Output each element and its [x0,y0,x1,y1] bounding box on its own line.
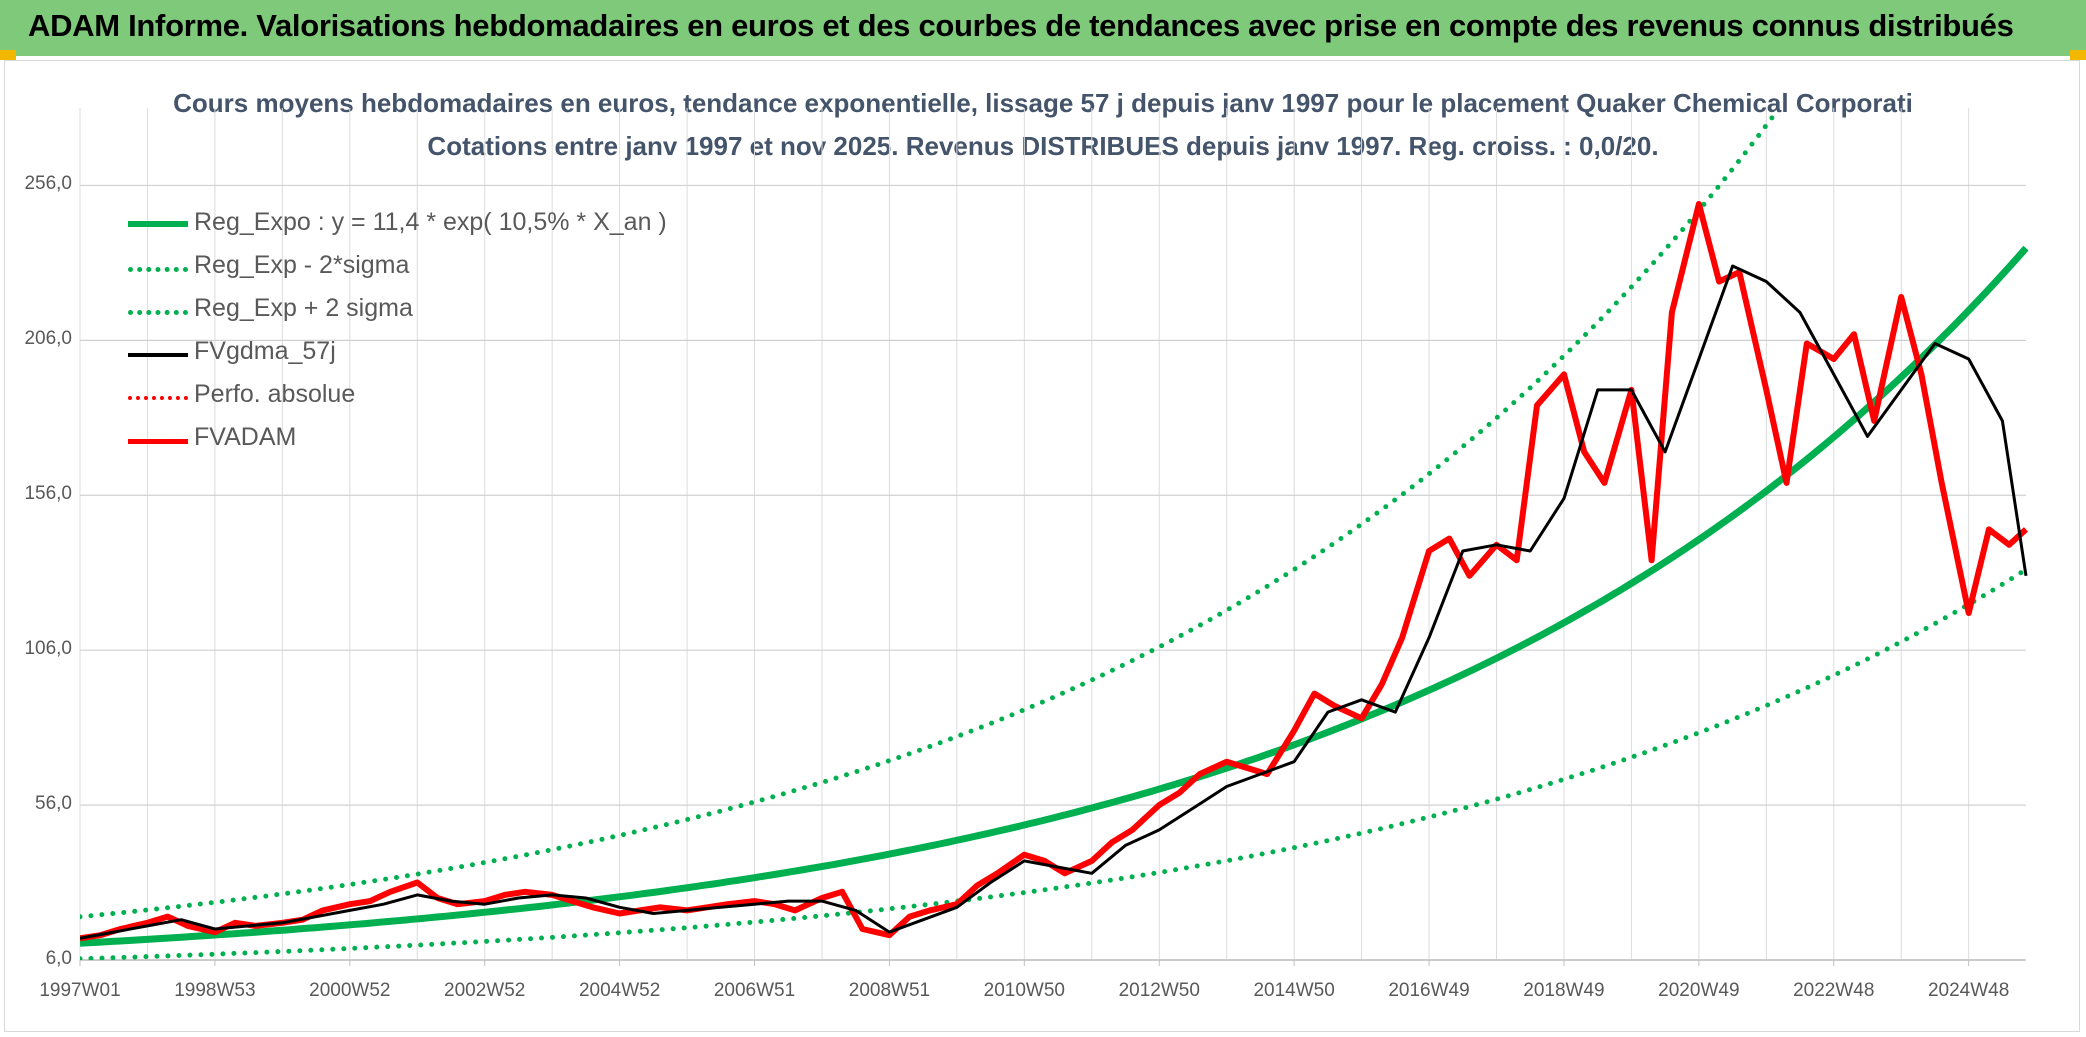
fvgdma-57j-line [80,264,2028,940]
x-tick-label: 2008W51 [848,980,931,1001]
legend-swatch [128,353,188,357]
reg-expo-line [80,245,2028,947]
legend-swatch [128,396,188,400]
corner-mark-left [0,50,16,60]
y-tick-label: 56,0 [35,793,72,815]
x-tick-label: 2006W51 [713,980,796,1001]
chart-frame [4,60,2080,1032]
gridlines [79,108,2026,966]
x-tick-label: 1997W01 [39,980,121,1001]
x-tick-label: 2022W48 [1793,980,1875,1001]
x-tick-label: 2002W52 [444,980,526,1001]
x-tick-label: 2024W48 [1927,980,2010,1001]
reg-exp-plus-2sigma-line [80,112,1780,920]
x-tick-label: 2000W52 [309,980,391,1001]
legend-label: Reg_Exp + 2 sigma [194,294,413,322]
y-tick-label: 156,0 [24,483,72,505]
legend-label: Perfo. absolue [194,380,356,408]
legend-label: FVADAM [194,423,297,451]
chart-subtitle: Cotations entre janv 1997 et nov 2025. R… [427,131,1659,161]
legend-swatch [128,310,188,315]
x-tick-label: 2010W50 [983,980,1065,1001]
y-tick-label: 256,0 [24,173,72,195]
legend-swatch [128,439,188,444]
corner-mark-right [2070,50,2086,60]
y-tick-label: 6,0 [45,948,72,969]
x-tick-label: 2016W49 [1388,980,1470,1001]
legend-label: FVgdma_57j [194,337,336,365]
x-tick-label: 2004W52 [578,980,661,1001]
x-tick-label: 2014W50 [1253,980,1335,1001]
legend-swatch [128,221,188,227]
legend-label: Reg_Expo : y = 11,4 * exp( 10,5% * X_an … [194,208,667,236]
x-tick-label: 1998W53 [174,980,256,1001]
legend-swatch [128,267,188,272]
y-tick-label: 206,0 [24,328,72,350]
report-header: ADAM Informe. Valorisations hebdomadaire… [0,0,2086,56]
legend-label: Reg_Exp - 2*sigma [194,251,410,279]
report-title: ADAM Informe. Valorisations hebdomadaire… [28,8,2014,43]
x-tick-label: 2020W49 [1658,980,1740,1001]
y-tick-label: 106,0 [24,638,72,660]
x-tick-label: 2012W50 [1118,980,1200,1001]
x-tick-label: 2018W49 [1523,980,1605,1001]
chart-title: Cours moyens hebdomadaires en euros, ten… [173,88,1913,118]
series-lines [80,112,2028,960]
